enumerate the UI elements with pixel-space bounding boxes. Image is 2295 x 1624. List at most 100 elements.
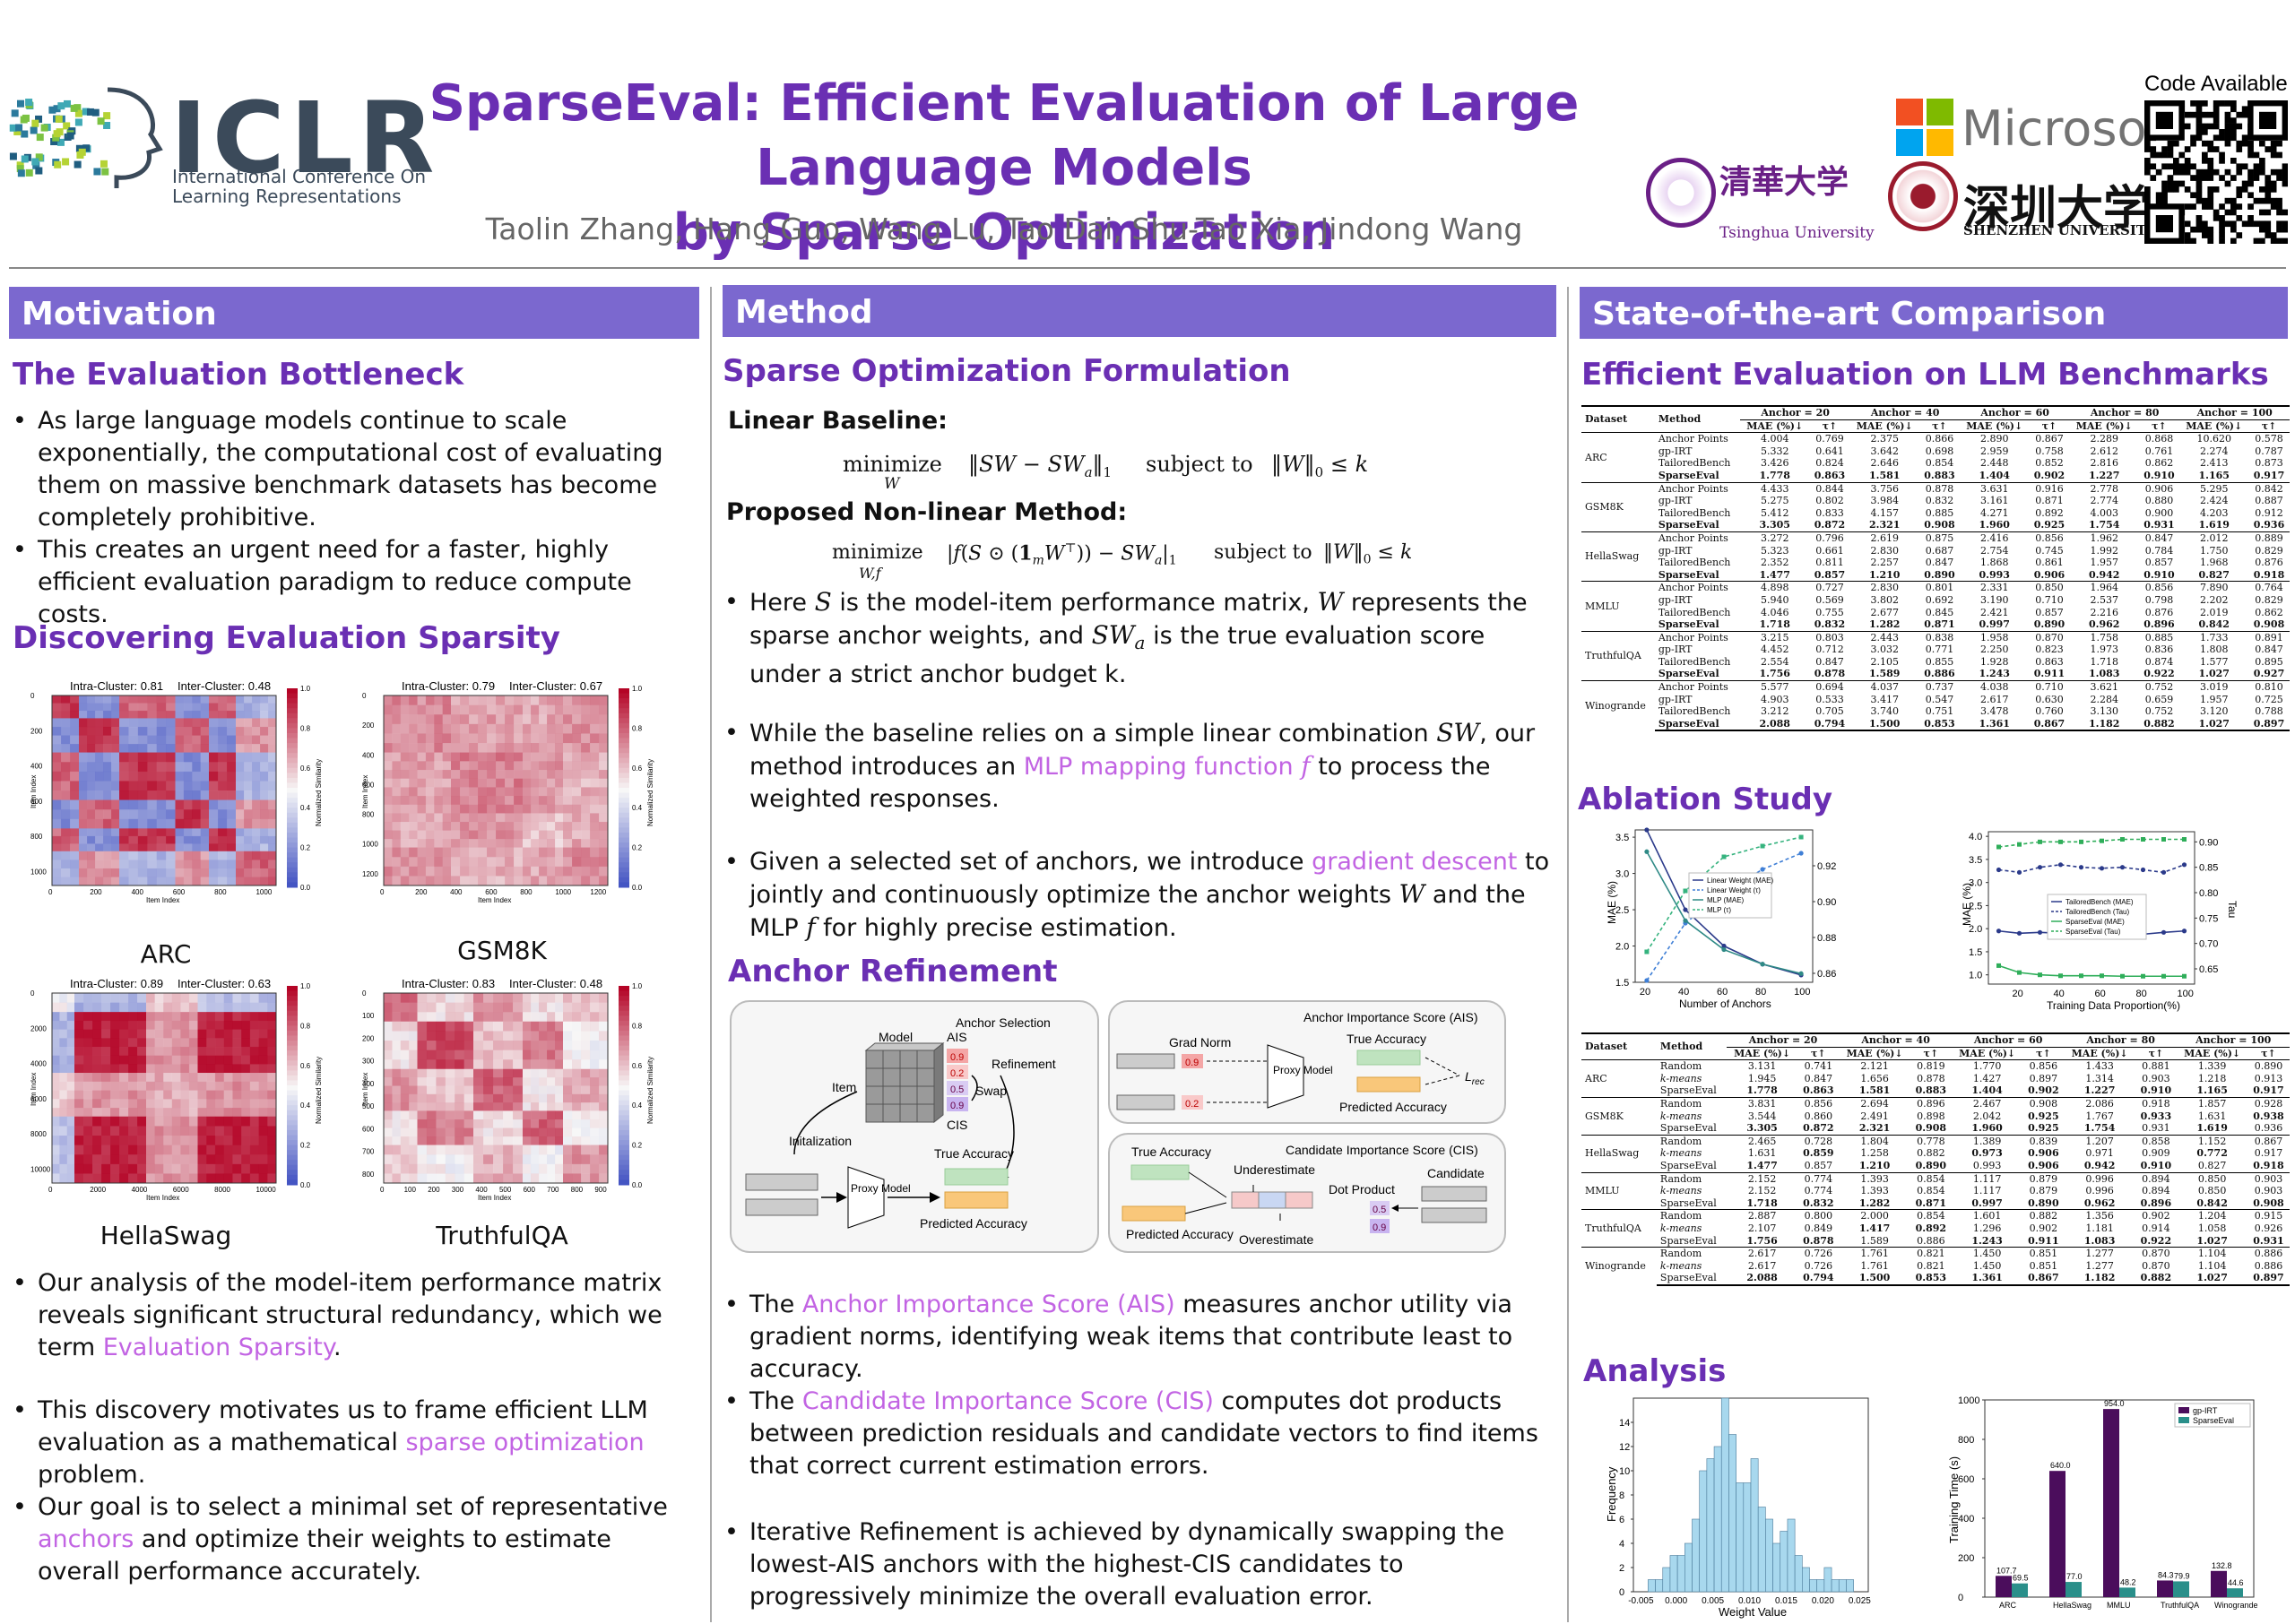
time-bar	[2049, 1471, 2066, 1597]
cell-value: 0.800	[1797, 1209, 1840, 1222]
cell-value: 0.895	[2255, 655, 2283, 668]
histogram-bar	[1794, 1555, 1803, 1593]
cell-value: 2.086	[2064, 1096, 2135, 1110]
cell-value: 0.885	[1925, 506, 1954, 519]
ytick: 6	[1619, 1515, 1624, 1525]
cell-value: 5.295	[2179, 481, 2249, 496]
series-point	[2017, 970, 2022, 975]
cell-value: 1.761	[1839, 1247, 1910, 1260]
cell-value: 2.413	[2199, 457, 2229, 470]
series-point	[2016, 869, 2022, 875]
cell-value: 2.202	[2199, 593, 2229, 606]
heatmap-xtick: 400	[475, 1186, 488, 1194]
col-anchor: Anchor = 80	[2069, 404, 2180, 420]
histogram-bar	[1669, 1555, 1678, 1593]
title-line-1: SparseEval: Efficient Evaluation of Larg…	[429, 74, 1580, 197]
ytick: 1.5	[1969, 947, 1982, 958]
cell-dataset: TruthfulQA	[1581, 1209, 1657, 1248]
histogram-bar	[1743, 1482, 1752, 1593]
cell-value: 0.971	[2085, 1147, 2114, 1160]
col-tau: τ↑	[2148, 1047, 2164, 1059]
cell-value: 0.810	[2248, 680, 2290, 694]
heatmap-inter-label: Inter-Cluster: 0.48	[178, 679, 271, 693]
cell-value: 2.152	[1727, 1171, 1797, 1186]
heatmap-xtick: 600	[524, 1186, 536, 1194]
label-item: Item	[832, 1080, 856, 1094]
caption-arc: ARC	[140, 939, 192, 969]
highlight-ais: Anchor Importance Score (AIS)	[801, 1291, 1175, 1318]
cell-value: 1.361	[1960, 717, 2030, 732]
cell-value: 0.914	[2142, 1222, 2170, 1234]
table-row: k-means 1.945 0.847 1.656 0.878 1.427 0.897 1.3…	[1581, 1073, 2290, 1085]
cell-value: 0.533	[1815, 693, 1844, 705]
ytick: 3.5	[1615, 833, 1629, 843]
label-cis-title: Candidate Importance Score (CIS)	[1286, 1143, 1478, 1157]
cell-value: 0.811	[1815, 557, 1844, 569]
series-point	[1721, 854, 1727, 860]
series-point	[2120, 973, 2125, 979]
cell-value: 0.796	[1809, 531, 1850, 545]
cell-value: 0.854	[1910, 1171, 1953, 1186]
svg-text:0.9: 0.9	[1373, 1222, 1386, 1233]
time-bar	[2066, 1582, 2082, 1597]
heatmap-ytick: 6000	[30, 1095, 47, 1103]
cell-value: 0.898	[1917, 1110, 1945, 1122]
cell-method: Anchor Points	[1654, 481, 1741, 496]
cell-value: 0.897	[2029, 1072, 2058, 1084]
heatmap-xtick: 6000	[173, 1186, 189, 1194]
cell-value: 1.152	[2177, 1134, 2247, 1148]
cell-value: 0.925	[2033, 519, 2066, 531]
series-point	[2141, 973, 2145, 979]
cell-value: 2.321	[1858, 1122, 1891, 1135]
ytick: 10	[1619, 1466, 1630, 1477]
table-row: gp-IRT 5.323 0.661 2.830 0.687 2.754 0.745 1.99…	[1581, 545, 2290, 557]
table-row: SparseEval 1.718 0.832 1.282 0.871 0.997 0.890…	[1581, 1197, 2290, 1210]
cell-value: 3.740	[1870, 705, 1899, 718]
cell-value: 0.829	[2255, 593, 2283, 606]
series-point	[1996, 929, 2002, 934]
xtick: 20	[2013, 989, 2023, 999]
heatmap-ylabel: Item Index	[30, 1073, 38, 1106]
series-point	[2037, 865, 2043, 870]
xlabel: Training Data Proportion(%)	[2047, 999, 2180, 1012]
heatmap-xtick: 800	[214, 888, 227, 896]
cell-value: 1.182	[2064, 1272, 2135, 1286]
table-row: SparseEval 1.778 0.863 1.581 0.883 1.404 0.902…	[1581, 1084, 2290, 1097]
cell-value: 4.271	[1979, 506, 2009, 519]
cell-value: 5.577	[1740, 680, 1810, 694]
cell-value: 2.424	[2199, 495, 2229, 507]
cell-value: 0.909	[2142, 1147, 2170, 1160]
xtick: 0.005	[1702, 1596, 1724, 1606]
cell-value: 2.331	[1960, 581, 2030, 594]
cell-value: 0.912	[2255, 506, 2283, 519]
series-point	[1683, 888, 1688, 894]
cell-value: 0.824	[1815, 457, 1844, 470]
ytick: 2.0	[1969, 924, 1982, 935]
heatmap-ytick: 200	[30, 727, 43, 735]
cell-value: 0.962	[2083, 1196, 2116, 1209]
title-line-2: by Sparse Optimization	[672, 203, 1336, 262]
cell-value: 0.931	[2142, 1122, 2170, 1135]
cell-value: 0.827	[2197, 1159, 2227, 1171]
xlabel: Weight Value	[1719, 1605, 1787, 1619]
bar-value-label: 954.0	[2104, 1399, 2125, 1408]
tsinghua-name-cn: 清華大学	[1719, 163, 1849, 201]
table-row: SparseEval 1.756 0.878 1.589 0.886 1.243 0.911…	[1581, 668, 2290, 680]
bullet-method-4: • The Anchor Importance Score (AIS) measu…	[724, 1291, 1513, 1383]
label-overestimate: Overestimate	[1239, 1232, 1313, 1247]
cell-value: 0.832	[1925, 495, 1954, 507]
cell-value: 0.856	[1797, 1096, 1840, 1110]
legend-entry: SparseEval (MAE)	[2066, 918, 2125, 926]
heading-anchor-refinement: Anchor Refinement	[728, 954, 1058, 989]
cell-value: 5.323	[1760, 544, 1789, 557]
qr-code-icon[interactable]	[2144, 100, 2289, 245]
label-dot-product: Dot Product	[1329, 1182, 1395, 1196]
cell-value: 0.890	[2247, 1059, 2290, 1073]
series-line	[1998, 838, 2185, 848]
col-anchor: Anchor = 100	[2179, 404, 2290, 420]
cell-value: 2.088	[1727, 1272, 1797, 1286]
cell-value: 0.741	[1797, 1059, 1840, 1073]
cell-value: 1.314	[2085, 1072, 2114, 1084]
table-row: k-means 2.152 0.774 1.393 0.854 1.117 0.879 0.9…	[1581, 1185, 2290, 1197]
